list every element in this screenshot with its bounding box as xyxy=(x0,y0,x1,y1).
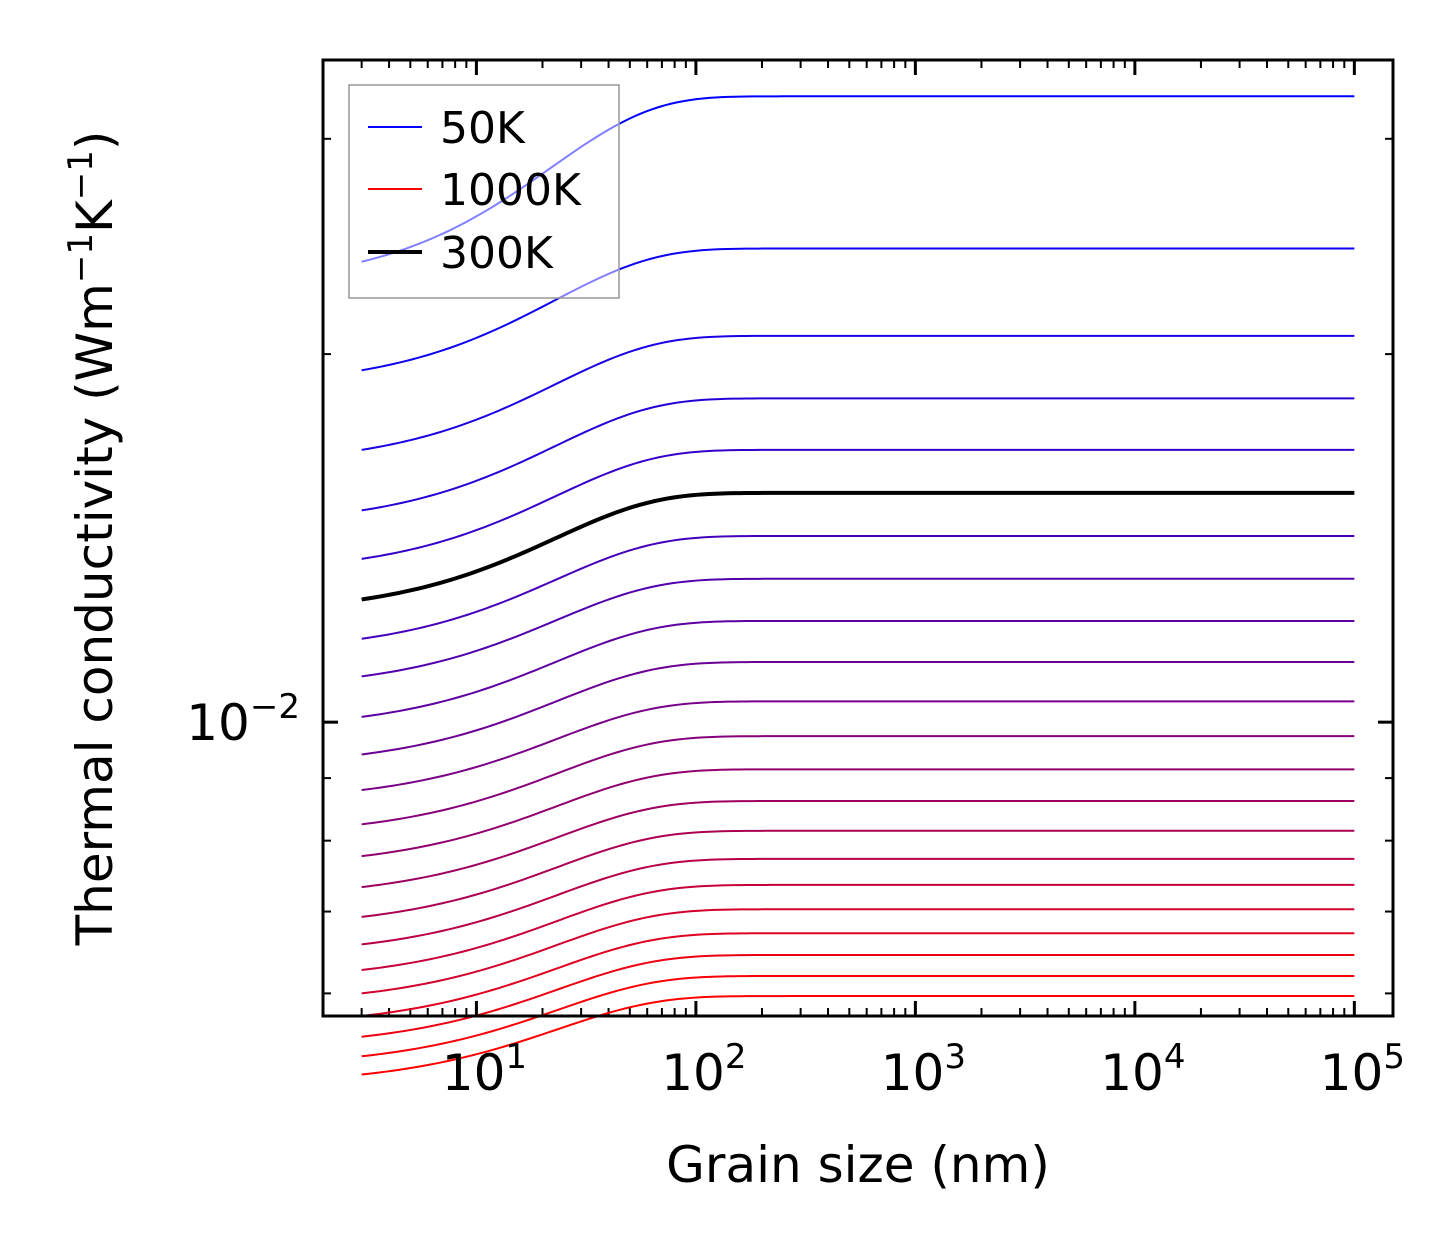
y-tick-label: 10−2 xyxy=(186,687,300,752)
legend-box xyxy=(348,84,620,299)
series-line-500K xyxy=(361,660,1355,756)
series-line-600K xyxy=(361,735,1355,826)
x-axis-label: Grain size (nm) xyxy=(666,1136,1050,1194)
series-line-100K xyxy=(361,247,1355,372)
series-line-400K xyxy=(361,577,1355,678)
series-line-150K xyxy=(361,334,1355,451)
x-tick-label-exp: 2 xyxy=(725,1037,747,1077)
series-layer xyxy=(361,95,1355,1076)
series-line-800K xyxy=(361,857,1355,946)
axes-frame xyxy=(321,58,1395,1018)
y-tick-label-base: 10 xyxy=(186,694,250,752)
series-line-950K xyxy=(361,932,1355,1017)
series-line-350K xyxy=(361,534,1355,640)
y-tick-label-exp: −2 xyxy=(250,687,300,727)
x-tick-label-exp: 4 xyxy=(1164,1037,1186,1077)
series-line-250K xyxy=(361,448,1355,560)
series-line-1000K xyxy=(361,954,1355,1038)
series-line-700K xyxy=(361,800,1355,889)
series-line-1100K xyxy=(361,995,1355,1076)
x-tick-label-exp: 3 xyxy=(944,1037,966,1077)
series-line-750K xyxy=(361,829,1355,918)
x-tick-label-exp: 5 xyxy=(1383,1037,1405,1077)
y-axis-label-end: ) xyxy=(66,131,124,151)
x-tick-label: 102 xyxy=(661,1037,746,1102)
y-axis-label-main: Thermal conductivity (Wm xyxy=(66,283,124,946)
x-tick-label-base: 10 xyxy=(881,1044,945,1102)
x-tick-label: 104 xyxy=(1100,1037,1185,1102)
legend-label-50K: 50K xyxy=(440,103,526,154)
x-tick-label: 103 xyxy=(881,1037,966,1102)
series-line-850K xyxy=(361,883,1355,972)
x-tick-label-base: 10 xyxy=(442,1044,506,1102)
y-axis-label-sup2: −1 xyxy=(61,150,101,200)
legend-label-1000K: 1000K xyxy=(440,165,582,216)
y-axis-label-mid: K xyxy=(66,199,124,233)
legend-label-300K: 300K xyxy=(440,228,554,279)
x-tick-label-base: 10 xyxy=(1320,1044,1384,1102)
series-line-200K xyxy=(361,397,1355,512)
x-tick-label-base: 10 xyxy=(661,1044,725,1102)
y-axis-label-sup1: −1 xyxy=(61,233,101,283)
legend: 50K 1000K 300K xyxy=(348,84,620,299)
series-line-900K xyxy=(361,908,1355,995)
series-line-300K xyxy=(361,490,1355,602)
y-axis-label: Thermal conductivity (Wm−1K−1) xyxy=(61,131,124,947)
x-tick-label: 101 xyxy=(442,1037,527,1102)
series-line-550K xyxy=(361,700,1355,792)
series-line-450K xyxy=(361,619,1355,718)
x-tick-label-base: 10 xyxy=(1100,1044,1164,1102)
x-tick-label-exp: 1 xyxy=(505,1037,527,1077)
series-line-650K xyxy=(361,768,1355,858)
x-tick-label: 105 xyxy=(1320,1037,1405,1102)
series-line-1050K xyxy=(361,974,1355,1058)
